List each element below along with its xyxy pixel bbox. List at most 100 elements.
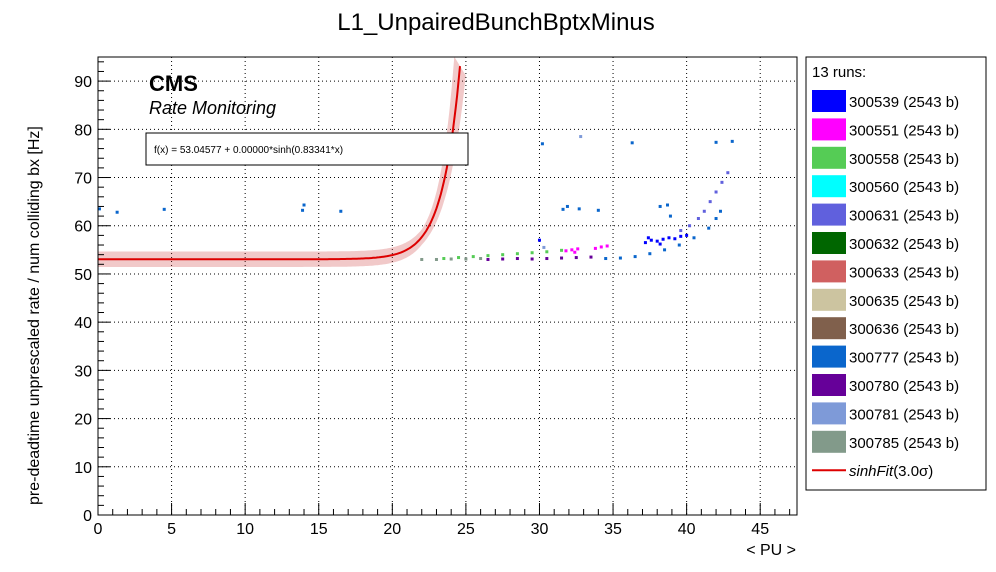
legend-entry-label: 300777 (2543 b) xyxy=(849,350,959,367)
data-point xyxy=(564,249,568,253)
data-point xyxy=(663,248,667,252)
legend: 300539 (2543 b) 300551 (2543 b) 300558 (25… xyxy=(812,90,959,480)
data-point xyxy=(339,209,343,213)
data-point xyxy=(714,140,718,144)
legend-entry-label: 300636 (2543 b) xyxy=(849,321,959,338)
data-point xyxy=(501,257,505,261)
data-point xyxy=(679,234,683,238)
data-point xyxy=(726,171,730,175)
data-point xyxy=(537,238,541,242)
data-point xyxy=(579,135,583,139)
data-point xyxy=(545,250,549,254)
data-point xyxy=(667,236,671,240)
data-point xyxy=(471,255,475,259)
x-tick-label: 40 xyxy=(678,521,696,538)
data-point xyxy=(515,252,519,256)
data-point xyxy=(479,257,483,261)
data-point xyxy=(666,203,670,207)
data-point xyxy=(668,214,672,218)
legend-entry-label: 300558 (2543 b) xyxy=(849,151,959,168)
data-point xyxy=(685,233,689,237)
data-point xyxy=(604,257,608,261)
data-point xyxy=(301,208,305,212)
data-point xyxy=(577,207,581,211)
data-point xyxy=(730,139,734,143)
x-tick-label: 5 xyxy=(167,521,176,538)
data-point xyxy=(714,217,718,221)
fit-formula: f(x) = 53.04577 + 0.00000*sinh(0.83341*x… xyxy=(154,145,343,156)
data-point xyxy=(718,209,722,213)
cms-label: CMS xyxy=(149,71,198,96)
data-point xyxy=(545,257,549,261)
data-point xyxy=(115,210,119,214)
y-tick-label: 10 xyxy=(74,460,92,477)
data-point xyxy=(565,204,569,208)
y-tick-label: 60 xyxy=(74,219,92,236)
y-tick-label: 70 xyxy=(74,171,92,188)
legend-fit-name: sinhFit xyxy=(849,463,894,480)
legend-swatch xyxy=(812,345,846,368)
data-point xyxy=(560,248,564,252)
chart-title: L1_UnpairedBunchBptxMinus xyxy=(337,9,655,36)
data-point xyxy=(542,245,546,249)
data-point xyxy=(658,242,662,246)
legend-title: 13 runs: xyxy=(812,64,866,81)
legend-entry-label: 300781 (2543 b) xyxy=(849,406,959,423)
data-point xyxy=(442,257,446,261)
data-point xyxy=(515,257,519,261)
legend-swatch xyxy=(812,288,846,311)
data-points xyxy=(97,135,734,261)
legend-entry-label: 300635 (2543 b) xyxy=(849,293,959,310)
data-point xyxy=(434,257,438,261)
y-tick-label: 80 xyxy=(74,122,92,139)
legend-entry-label: 300539 (2543 b) xyxy=(849,94,959,111)
y-tick-label: 20 xyxy=(74,412,92,429)
data-point xyxy=(464,257,468,261)
data-point xyxy=(573,250,577,254)
legend-swatch xyxy=(812,232,846,254)
data-point xyxy=(702,209,706,213)
data-point xyxy=(596,208,600,212)
y-tick-label: 40 xyxy=(74,315,92,332)
data-point xyxy=(599,245,603,249)
data-point xyxy=(420,257,424,261)
x-tick-label: 15 xyxy=(310,521,328,538)
data-point xyxy=(679,229,683,233)
axes: 0 5 10 15 20 25 30 35 40 45 0 10 20 30 40 50 60 70 80 90 xyxy=(74,61,791,538)
legend-swatch xyxy=(812,118,846,141)
x-tick-label: 30 xyxy=(531,521,549,538)
data-point xyxy=(720,180,724,184)
legend-swatch xyxy=(812,317,846,340)
y-tick-label: 30 xyxy=(74,363,92,380)
fit-curve xyxy=(98,66,461,261)
plot-frame xyxy=(97,56,798,516)
data-point xyxy=(677,243,681,247)
legend-entry-label: 300785 (2543 b) xyxy=(849,435,959,452)
data-point xyxy=(630,141,634,145)
cms-sublabel: Rate Monitoring xyxy=(149,98,276,118)
data-point xyxy=(97,207,101,211)
data-point xyxy=(688,224,692,228)
legend-swatch xyxy=(812,374,846,396)
data-point xyxy=(574,256,578,260)
legend-entry-label: 300631 (2543 b) xyxy=(849,208,959,225)
data-point xyxy=(570,248,574,252)
x-tick-label: 25 xyxy=(457,521,475,538)
data-point xyxy=(530,257,534,261)
data-point xyxy=(589,255,593,259)
data-point xyxy=(501,253,505,257)
x-tick-label: 0 xyxy=(94,521,103,538)
data-point xyxy=(162,207,166,211)
x-tick-label: 35 xyxy=(604,521,622,538)
data-point xyxy=(576,247,580,251)
legend-entry-label: 300560 (2543 b) xyxy=(849,179,959,196)
fit-formula-box xyxy=(145,132,469,166)
data-point xyxy=(449,257,453,261)
legend-entry-label: 300632 (2543 b) xyxy=(849,236,959,253)
legend-swatch xyxy=(812,260,846,283)
x-axis-label: < PU > xyxy=(746,542,796,559)
data-point xyxy=(560,256,564,260)
data-point xyxy=(618,256,622,260)
